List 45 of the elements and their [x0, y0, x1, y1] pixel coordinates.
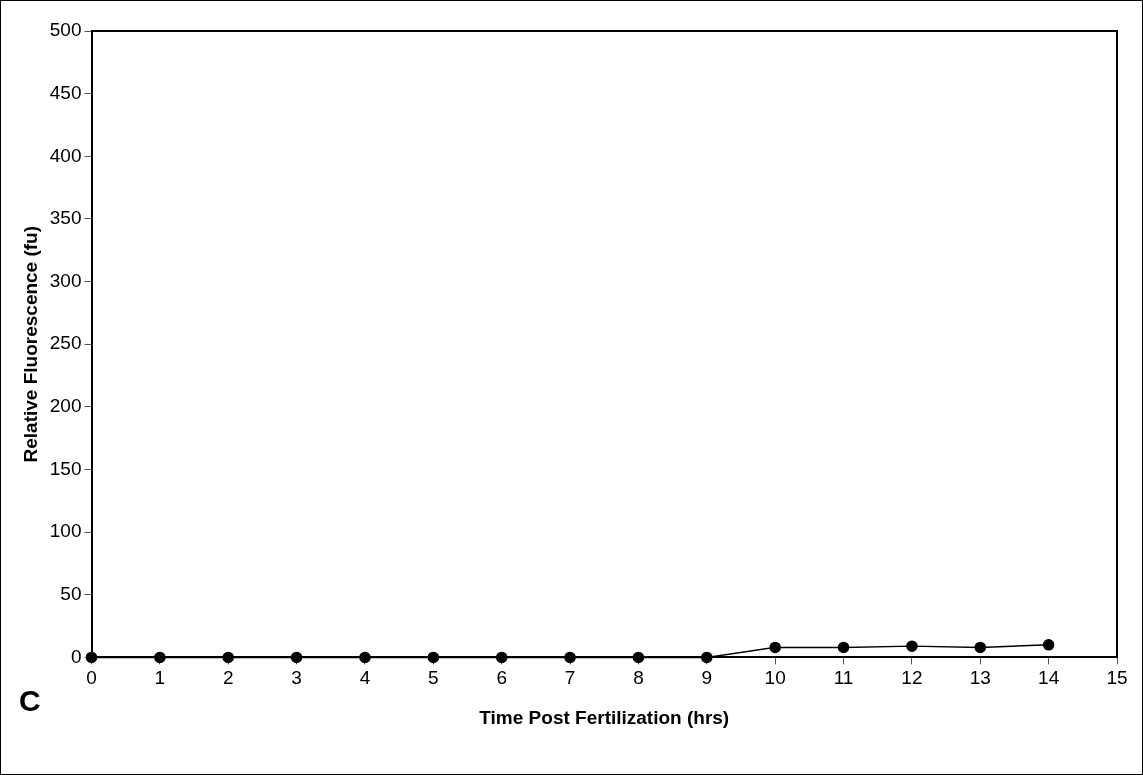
- point: [837, 641, 850, 654]
- x-tick-label: 9: [701, 667, 713, 689]
- point: [359, 651, 371, 664]
- x-tick-label: 5: [428, 667, 439, 689]
- point: [85, 651, 98, 664]
- text: C: [19, 684, 41, 718]
- y-tick-label: 250: [49, 332, 82, 354]
- x-tick-label: 7: [564, 667, 576, 689]
- y-tick-label: 50: [60, 582, 82, 604]
- x-tick-label: 11: [833, 667, 854, 689]
- y-tick-label: 350: [49, 207, 82, 229]
- x-tick-label: 6: [496, 667, 507, 689]
- point: [564, 651, 576, 664]
- y-tick-label: 0: [70, 645, 82, 667]
- x-tick-label: 12: [901, 667, 923, 689]
- x-tick-label: 1: [154, 667, 166, 689]
- point: [495, 651, 508, 664]
- x-tick-label: 4: [359, 667, 371, 689]
- y-tick-label: 300: [49, 269, 82, 291]
- y-tick-label: 150: [49, 457, 82, 479]
- point: [632, 651, 645, 664]
- point: [154, 651, 166, 664]
- x-tick-label: 14: [1038, 667, 1060, 689]
- point: [290, 651, 303, 664]
- point: [1042, 639, 1055, 651]
- point: [427, 651, 440, 664]
- y-axis-title: Relative Fluorescence (fu): [19, 225, 41, 463]
- point: [974, 641, 987, 654]
- y-tick-label: 500: [49, 19, 82, 41]
- x-tick-label: 13: [969, 667, 991, 689]
- y-tick-label: 100: [49, 520, 82, 542]
- point: [906, 640, 918, 652]
- y-tick-label: 450: [49, 81, 82, 103]
- x-tick-label: 10: [764, 667, 786, 689]
- x-tick-label: 2: [222, 667, 234, 689]
- x-tick-label: 3: [291, 667, 302, 689]
- x-axis-title: Time Post Fertilization (hrs): [479, 706, 730, 728]
- x-tick-label: 8: [633, 667, 644, 689]
- point: [701, 651, 713, 664]
- y-tick-label: 200: [49, 395, 82, 417]
- point: [222, 651, 234, 664]
- x-tick-label: 0: [86, 667, 97, 689]
- x-tick-label: 15: [1106, 667, 1128, 689]
- point: [769, 641, 781, 654]
- y-tick-label: 400: [49, 144, 82, 166]
